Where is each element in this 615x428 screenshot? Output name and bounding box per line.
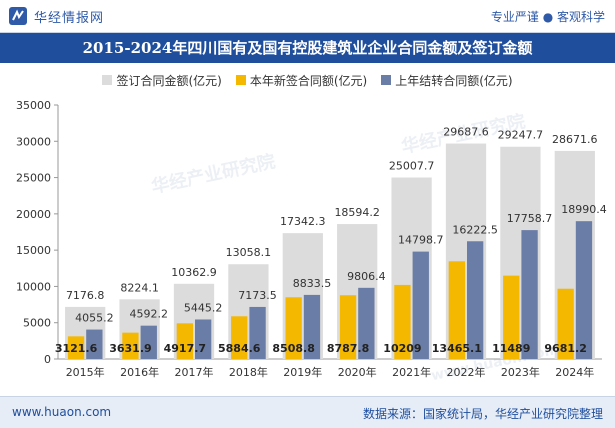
bar-new-8 [503,275,520,359]
bar-carry-7 [467,241,484,359]
label-carry-4: 8833.5 [293,277,332,290]
y-tick-label-4: 20000 [16,208,51,221]
x-tick-label-0: 2015年 [66,365,105,379]
legend-item-carry[interactable]: 上年结转合同额(亿元) [381,70,513,90]
label-total-0: 7176.8 [66,289,105,302]
label-new-4: 8508.8 [272,342,314,355]
label-new-9: 9681.2 [544,342,586,355]
label-carry-2: 5445.2 [184,301,223,314]
y-tick-label-3: 15000 [16,244,51,257]
bar-carry-6 [412,251,429,359]
brand-name: 华经情报网 [34,10,105,26]
legend-swatch-new [235,75,246,85]
x-tick-label-6: 2021年 [392,365,431,379]
bar-carry-9 [575,221,593,359]
footer-url[interactable]: www.huaon.com [12,405,112,419]
x-tick-label-2: 2017年 [175,365,214,379]
label-new-8: 11489 [492,342,530,355]
label-total-2: 10362.9 [171,266,217,279]
label-new-0: 3121.6 [55,342,98,355]
legend-swatch-carry [381,75,392,85]
label-carry-8: 17758.7 [507,212,553,225]
bar-new-5 [339,295,357,359]
title-band: 2015-2024年四川国有及国有控股建筑业企业合同金额及签订金额 [0,33,615,63]
footer-source: 数据来源：国家统计局，华经产业研究院整理 [362,407,603,421]
legend: 签订合同金额(亿元) 本年新签合同额(亿元) 上年结转合同额(亿元) [0,70,615,90]
bar-new-7 [448,261,465,359]
label-new-2: 4917.7 [164,342,206,355]
bar-carry-3 [249,306,266,359]
label-total-8: 29247.7 [498,129,544,142]
bar-new-2 [176,323,193,359]
bar-carry-0 [86,329,103,359]
x-tick-label-4: 2019年 [283,365,322,379]
brand-logo-icon [9,7,27,25]
y-tick-label-2: 10000 [16,280,51,293]
label-new-3: 5884.6 [218,342,261,355]
label-total-7: 29687.6 [443,126,489,139]
brand[interactable]: 华经情报网 [8,6,104,26]
x-tick-label-7: 2022年 [447,365,486,379]
bar-new-6 [394,284,411,359]
y-tick-label-6: 30000 [16,135,51,148]
x-tick-label-3: 2018年 [229,365,268,379]
bar-new-0 [67,336,85,359]
label-total-5: 18594.2 [334,206,380,219]
bar-carry-4 [303,294,321,359]
x-tick-label-1: 2016年 [120,365,159,379]
legend-label-new: 本年新签合同额(亿元) [249,73,368,88]
label-total-3: 13058.1 [226,246,272,259]
label-carry-6: 14798.7 [398,234,444,247]
label-carry-9: 18990.4 [561,203,607,216]
label-new-6: 10209 [383,342,421,355]
label-total-4: 17342.3 [280,215,326,228]
label-new-5: 8787.8 [327,342,369,355]
legend-label-carry: 上年结转合同额(亿元) [395,73,513,88]
footer: www.huaon.com 数据来源：国家统计局，华经产业研究院整理 [0,396,615,428]
header-bar: 华经情报网 专业严谨 ● 客观科学 [0,0,615,33]
bar-carry-2 [195,319,212,359]
chart-title: 2015-2024年四川国有及国有控股建筑业企业合同金额及签订金额 [82,39,533,57]
label-carry-0: 4055.2 [75,312,114,325]
bar-new-4 [285,297,302,359]
label-new-1: 3631.9 [109,342,151,355]
y-tick-label-0: 0 [44,353,51,366]
y-tick-label-5: 25000 [16,172,51,185]
bar-carry-5 [358,287,375,359]
x-tick-label-8: 2023年 [501,365,540,379]
x-tick-label-5: 2020年 [338,365,377,379]
legend-swatch-total [102,75,113,85]
bar-new-3 [231,316,248,359]
y-tick-label-7: 35000 [16,99,51,112]
tagline: 专业严谨 ● 客观科学 [490,10,605,24]
label-carry-3: 7173.5 [238,289,277,302]
label-new-7: 13465.1 [432,342,482,355]
label-carry-5: 9806.4 [347,270,386,283]
label-carry-1: 4592.2 [130,308,169,321]
bar-carry-1 [140,325,157,359]
label-total-1: 8224.1 [120,281,159,294]
legend-item-new[interactable]: 本年新签合同额(亿元) [235,70,368,90]
legend-item-total[interactable]: 签订合同金额(亿元) [102,70,222,90]
x-tick-label-9: 2024年 [555,365,594,379]
label-total-9: 28671.6 [552,133,598,146]
bar-carry-8 [521,230,538,359]
legend-label-total: 签订合同金额(亿元) [116,73,222,88]
label-total-6: 25007.7 [389,160,435,173]
bar-new-9 [557,288,574,359]
y-tick-label-1: 5000 [23,317,51,330]
bar-new-1 [122,332,139,359]
label-carry-7: 16222.5 [452,223,498,236]
